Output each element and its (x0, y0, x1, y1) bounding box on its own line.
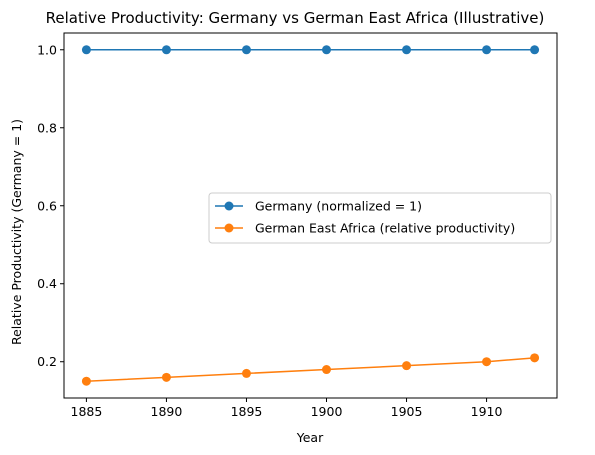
series-line (86, 357, 535, 382)
data-point (241, 45, 251, 55)
legend-box (208, 192, 552, 244)
y-tick-label: 0.4 (37, 276, 57, 291)
data-point (530, 45, 540, 55)
legend-marker (224, 223, 234, 233)
legend-item: Germany (normalized = 1) (215, 199, 422, 214)
x-tick-label: 1895 (231, 404, 263, 419)
legend-item: German East Africa (relative productivit… (215, 221, 515, 236)
data-point (530, 353, 540, 363)
data-point (402, 361, 412, 371)
data-point (161, 45, 171, 55)
axis-ticks: 1885 1890 1895 1900 1905 1910 0.2 0.4 0.6 0.8 1.0 (37, 42, 502, 419)
chart-title: Relative Productivity: Germany vs German… (46, 9, 545, 27)
legend-label: Germany (normalized = 1) (255, 199, 422, 214)
y-tick-label: 0.8 (37, 120, 57, 135)
data-point (482, 45, 492, 55)
x-tick-label: 1900 (311, 404, 343, 419)
data-point (241, 368, 251, 378)
x-tick-label: 1905 (391, 404, 423, 419)
series-layer (81, 45, 540, 386)
data-point (322, 45, 332, 55)
legend-label: German East Africa (relative productivit… (255, 221, 515, 236)
data-point (161, 372, 171, 382)
y-tick-label: 0.6 (37, 198, 57, 213)
y-tick-label: 1.0 (37, 42, 57, 57)
data-point (81, 45, 91, 55)
y-axis-label: Relative Productivity (Germany = 1) (9, 119, 24, 345)
x-tick-label: 1885 (71, 404, 103, 419)
data-point (482, 357, 492, 367)
legend: Germany (normalized = 1) German East Afri… (208, 192, 552, 244)
data-point (81, 376, 91, 386)
legend-marker (224, 201, 234, 211)
x-tick-label: 1890 (151, 404, 183, 419)
data-point (322, 365, 332, 375)
y-tick-label: 0.2 (37, 354, 57, 369)
x-axis-label: Year (296, 430, 324, 445)
series-1 (81, 45, 540, 55)
x-tick-label: 1910 (471, 404, 503, 419)
series-2 (81, 353, 540, 386)
data-point (402, 45, 412, 55)
plot-frame (63, 32, 558, 399)
